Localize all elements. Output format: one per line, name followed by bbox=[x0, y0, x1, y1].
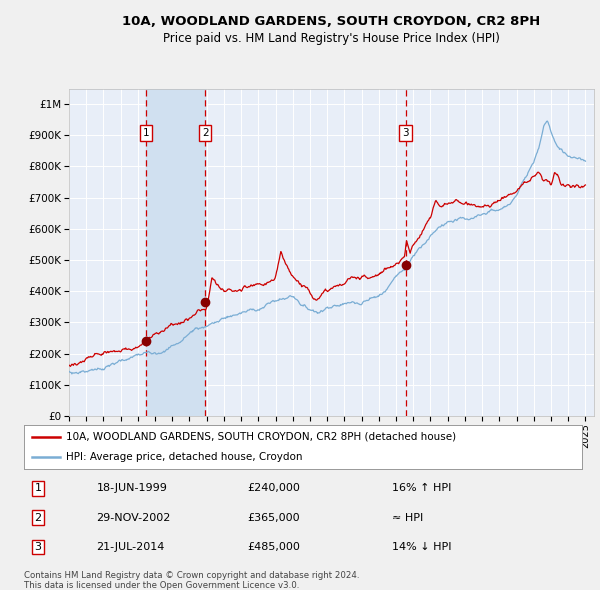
Text: £485,000: £485,000 bbox=[247, 542, 300, 552]
Text: HPI: Average price, detached house, Croydon: HPI: Average price, detached house, Croy… bbox=[66, 452, 302, 461]
Text: 1: 1 bbox=[34, 483, 41, 493]
Text: 1: 1 bbox=[142, 127, 149, 137]
Text: 2: 2 bbox=[34, 513, 41, 523]
Text: 29-NOV-2002: 29-NOV-2002 bbox=[97, 513, 171, 523]
Text: 10A, WOODLAND GARDENS, SOUTH CROYDON, CR2 8PH: 10A, WOODLAND GARDENS, SOUTH CROYDON, CR… bbox=[122, 15, 541, 28]
Text: 14% ↓ HPI: 14% ↓ HPI bbox=[392, 542, 452, 552]
Text: Contains HM Land Registry data © Crown copyright and database right 2024.: Contains HM Land Registry data © Crown c… bbox=[24, 571, 359, 579]
Text: 16% ↑ HPI: 16% ↑ HPI bbox=[392, 483, 452, 493]
Text: ≈ HPI: ≈ HPI bbox=[392, 513, 424, 523]
Text: 3: 3 bbox=[34, 542, 41, 552]
Text: 2: 2 bbox=[202, 127, 208, 137]
Text: 3: 3 bbox=[402, 127, 409, 137]
Text: £365,000: £365,000 bbox=[247, 513, 300, 523]
Text: 21-JUL-2014: 21-JUL-2014 bbox=[97, 542, 165, 552]
Text: Price paid vs. HM Land Registry's House Price Index (HPI): Price paid vs. HM Land Registry's House … bbox=[163, 32, 500, 45]
Text: This data is licensed under the Open Government Licence v3.0.: This data is licensed under the Open Gov… bbox=[24, 581, 299, 589]
Text: 10A, WOODLAND GARDENS, SOUTH CROYDON, CR2 8PH (detached house): 10A, WOODLAND GARDENS, SOUTH CROYDON, CR… bbox=[66, 432, 456, 442]
Bar bbox=[146, 88, 205, 416]
Text: 18-JUN-1999: 18-JUN-1999 bbox=[97, 483, 167, 493]
Text: £240,000: £240,000 bbox=[247, 483, 300, 493]
